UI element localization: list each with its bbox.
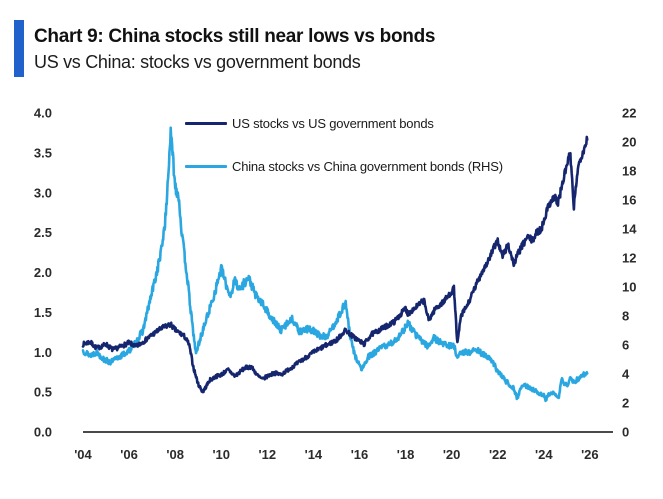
x-axis-tick-label: '26 [581, 447, 599, 462]
x-axis-tick-label: '12 [259, 447, 277, 462]
left-axis-tick-label: 3.5 [34, 145, 52, 160]
x-axis-tick-label: '04 [74, 447, 92, 462]
x-axis-tick-label: '18 [397, 447, 415, 462]
left-axis-tick-label: 2.0 [34, 265, 52, 280]
chart-subtitle: US vs China: stocks vs government bonds [34, 52, 361, 72]
left-axis-tick-label: 1.5 [34, 305, 52, 320]
right-axis-tick-label: 0 [622, 425, 629, 440]
chart-title: Chart 9: China stocks still near lows vs… [34, 26, 436, 47]
right-axis-tick-label: 12 [622, 251, 636, 266]
right-axis-tick-label: 20 [622, 135, 636, 150]
right-axis-tick-label: 14 [622, 222, 637, 237]
left-axis-tick-label: 3.0 [34, 185, 52, 200]
x-axis-tick-label: '14 [305, 447, 323, 462]
right-axis-tick-label: 4 [622, 367, 630, 382]
legend-item-china: China stocks vs China government bonds (… [185, 158, 503, 174]
china-series-line-swatch [185, 164, 227, 168]
x-axis-tick-label: '20 [443, 447, 461, 462]
right-axis-tick-label: 2 [622, 396, 629, 411]
x-axis-tick-label: '24 [535, 447, 553, 462]
right-axis-tick-label: 10 [622, 280, 636, 295]
left-axis-tick-label: 1.0 [34, 345, 52, 360]
right-axis-tick-label: 16 [622, 193, 636, 208]
x-axis-tick-label: '06 [120, 447, 138, 462]
x-axis-tick-label: '08 [166, 447, 184, 462]
right-axis-tick-label: 22 [622, 106, 636, 121]
right-axis-tick-label: 18 [622, 164, 636, 179]
china-series-line [81, 126, 589, 403]
right-axis-tick-label: 6 [622, 338, 629, 353]
x-axis-tick-label: '22 [489, 447, 507, 462]
legend-label-us: US stocks vs US government bonds [232, 115, 434, 131]
x-axis-tick-label: '16 [351, 447, 369, 462]
legend-item-us: US stocks vs US government bonds [185, 115, 434, 131]
left-axis-tick-label: 0.0 [34, 425, 52, 440]
left-axis-tick-label: 2.5 [34, 225, 52, 240]
legend-label-china: China stocks vs China government bonds (… [232, 158, 503, 174]
left-axis-tick-label: 4.0 [34, 106, 52, 121]
title-accent-bar [14, 20, 24, 77]
right-axis-tick-label: 8 [622, 309, 629, 324]
us-series-line [81, 135, 589, 394]
us-series-line-swatch [185, 121, 227, 125]
left-axis-tick-label: 0.5 [34, 385, 52, 400]
x-axis-tick-label: '10 [212, 447, 230, 462]
